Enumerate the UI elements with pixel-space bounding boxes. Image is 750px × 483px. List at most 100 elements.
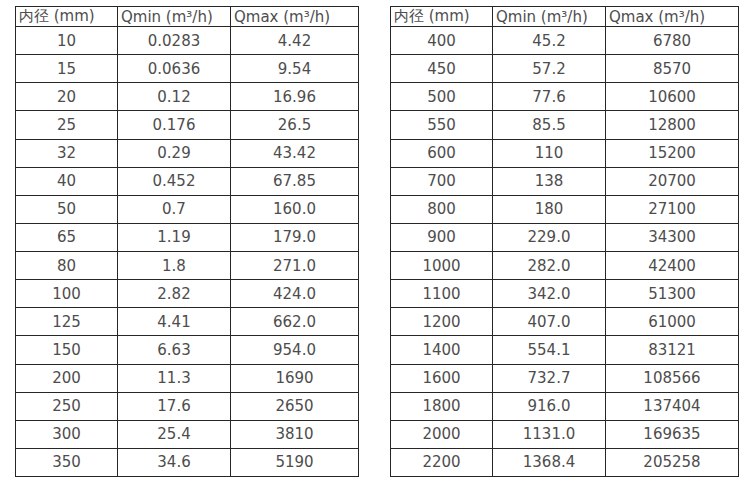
table-cell: 50	[16, 195, 118, 223]
header-inner-diameter: 内径 (mm)	[16, 7, 118, 27]
table-row: 45057.28570	[391, 55, 739, 83]
table-cell: 250	[16, 392, 118, 420]
table-cell: 0.0636	[118, 55, 231, 83]
table-cell: 179.0	[231, 223, 359, 251]
table-cell: 200	[16, 364, 118, 392]
table-cell: 61000	[606, 308, 739, 336]
table-row: 320.2943.42	[16, 139, 359, 167]
table-cell: 0.7	[118, 195, 231, 223]
header-qmin: Qmin (m³/h)	[118, 7, 231, 27]
table-cell: 160.0	[231, 195, 359, 223]
table-cell: 400	[391, 27, 493, 55]
table-cell: 34.6	[118, 448, 231, 476]
table-cell: 424.0	[231, 280, 359, 308]
table-cell: 350	[16, 448, 118, 476]
table-cell: 169635	[606, 420, 739, 448]
table-row: 1800916.0137404	[391, 392, 739, 420]
table-cell: 554.1	[493, 336, 606, 364]
table-cell: 83121	[606, 336, 739, 364]
table-cell: 1000	[391, 252, 493, 280]
table-cell: 2650	[231, 392, 359, 420]
table-cell: 180	[493, 195, 606, 223]
table-cell: 407.0	[493, 308, 606, 336]
table-cell: 110	[493, 139, 606, 167]
table-row: 1200407.061000	[391, 308, 739, 336]
table-row: 1002.82424.0	[16, 280, 359, 308]
table-cell: 0.176	[118, 111, 231, 139]
table-cell: 4.41	[118, 308, 231, 336]
table-row: 70013820700	[391, 167, 739, 195]
table-row: 400.45267.85	[16, 167, 359, 195]
table-cell: 4.42	[231, 27, 359, 55]
table-cell: 17.6	[118, 392, 231, 420]
table-cell: 8570	[606, 55, 739, 83]
table-row: 1100342.051300	[391, 280, 739, 308]
table-row: 20011.31690	[16, 364, 359, 392]
table-cell: 600	[391, 139, 493, 167]
table-cell: 51300	[606, 280, 739, 308]
table-cell: 0.0283	[118, 27, 231, 55]
table-row: 1000282.042400	[391, 252, 739, 280]
table-cell: 800	[391, 195, 493, 223]
table-cell: 1.8	[118, 252, 231, 280]
table-cell: 900	[391, 223, 493, 251]
table-cell: 954.0	[231, 336, 359, 364]
table-row: 900229.034300	[391, 223, 739, 251]
table-row: 200.1216.96	[16, 83, 359, 111]
table-cell: 43.42	[231, 139, 359, 167]
header-inner-diameter: 内径 (mm)	[391, 7, 493, 27]
table-cell: 700	[391, 167, 493, 195]
table-cell: 662.0	[231, 308, 359, 336]
page-canvas: 内径 (mm) Qmin (m³/h) Qmax (m³/h) 100.0283…	[0, 0, 750, 483]
table-row: 1600732.7108566	[391, 364, 739, 392]
table-row: 55085.512800	[391, 111, 739, 139]
table-cell: 100	[16, 280, 118, 308]
table-cell: 1600	[391, 364, 493, 392]
table-cell: 11.3	[118, 364, 231, 392]
table-cell: 1.19	[118, 223, 231, 251]
table-cell: 1800	[391, 392, 493, 420]
table-cell: 15	[16, 55, 118, 83]
flow-table-large-diameters: 内径 (mm) Qmin (m³/h) Qmax (m³/h) 40045.26…	[390, 6, 739, 477]
table-cell: 1690	[231, 364, 359, 392]
table-row: 22001368.4205258	[391, 448, 739, 476]
table-header-row: 内径 (mm) Qmin (m³/h) Qmax (m³/h)	[16, 7, 359, 27]
table-cell: 67.85	[231, 167, 359, 195]
table-cell: 2.82	[118, 280, 231, 308]
table-cell: 450	[391, 55, 493, 83]
table-cell: 916.0	[493, 392, 606, 420]
table-cell: 732.7	[493, 364, 606, 392]
table-cell: 300	[16, 420, 118, 448]
table-cell: 27100	[606, 195, 739, 223]
table-cell: 3810	[231, 420, 359, 448]
table-cell: 0.29	[118, 139, 231, 167]
table-cell: 12800	[606, 111, 739, 139]
table-row: 100.02834.42	[16, 27, 359, 55]
table-cell: 20700	[606, 167, 739, 195]
table-row: 30025.43810	[16, 420, 359, 448]
table-cell: 57.2	[493, 55, 606, 83]
table-row: 1506.63954.0	[16, 336, 359, 364]
table-cell: 77.6	[493, 83, 606, 111]
table-cell: 342.0	[493, 280, 606, 308]
table-cell: 2000	[391, 420, 493, 448]
table-cell: 500	[391, 83, 493, 111]
table-cell: 15200	[606, 139, 739, 167]
table-cell: 108566	[606, 364, 739, 392]
table-row: 40045.26780	[391, 27, 739, 55]
table-cell: 16.96	[231, 83, 359, 111]
table-cell: 45.2	[493, 27, 606, 55]
table-cell: 42400	[606, 252, 739, 280]
table-row: 20001131.0169635	[391, 420, 739, 448]
table-cell: 271.0	[231, 252, 359, 280]
table-cell: 205258	[606, 448, 739, 476]
table-cell: 0.452	[118, 167, 231, 195]
table-row: 50077.610600	[391, 83, 739, 111]
table-cell: 6780	[606, 27, 739, 55]
table-row: 651.19179.0	[16, 223, 359, 251]
table-cell: 5190	[231, 448, 359, 476]
table-cell: 85.5	[493, 111, 606, 139]
table-cell: 137404	[606, 392, 739, 420]
table-row: 150.06369.54	[16, 55, 359, 83]
table-row: 80018027100	[391, 195, 739, 223]
